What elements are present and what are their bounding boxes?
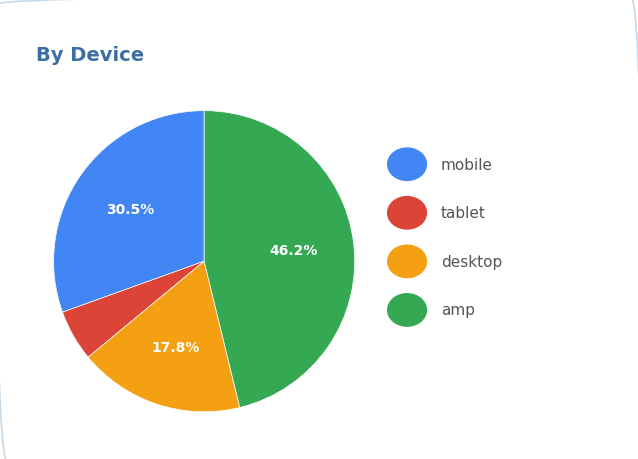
Circle shape: [388, 246, 426, 278]
Circle shape: [388, 149, 426, 181]
Text: tablet: tablet: [441, 206, 486, 221]
Circle shape: [388, 197, 426, 230]
Circle shape: [388, 294, 426, 326]
Wedge shape: [88, 262, 240, 412]
Text: By Device: By Device: [36, 46, 144, 65]
Text: mobile: mobile: [441, 157, 493, 173]
Text: 46.2%: 46.2%: [270, 244, 318, 258]
Wedge shape: [54, 112, 204, 313]
Text: 17.8%: 17.8%: [151, 340, 200, 354]
Text: desktop: desktop: [441, 254, 502, 269]
Text: 30.5%: 30.5%: [106, 203, 154, 217]
Wedge shape: [204, 112, 355, 408]
Text: amp: amp: [441, 303, 475, 318]
Wedge shape: [63, 262, 204, 358]
